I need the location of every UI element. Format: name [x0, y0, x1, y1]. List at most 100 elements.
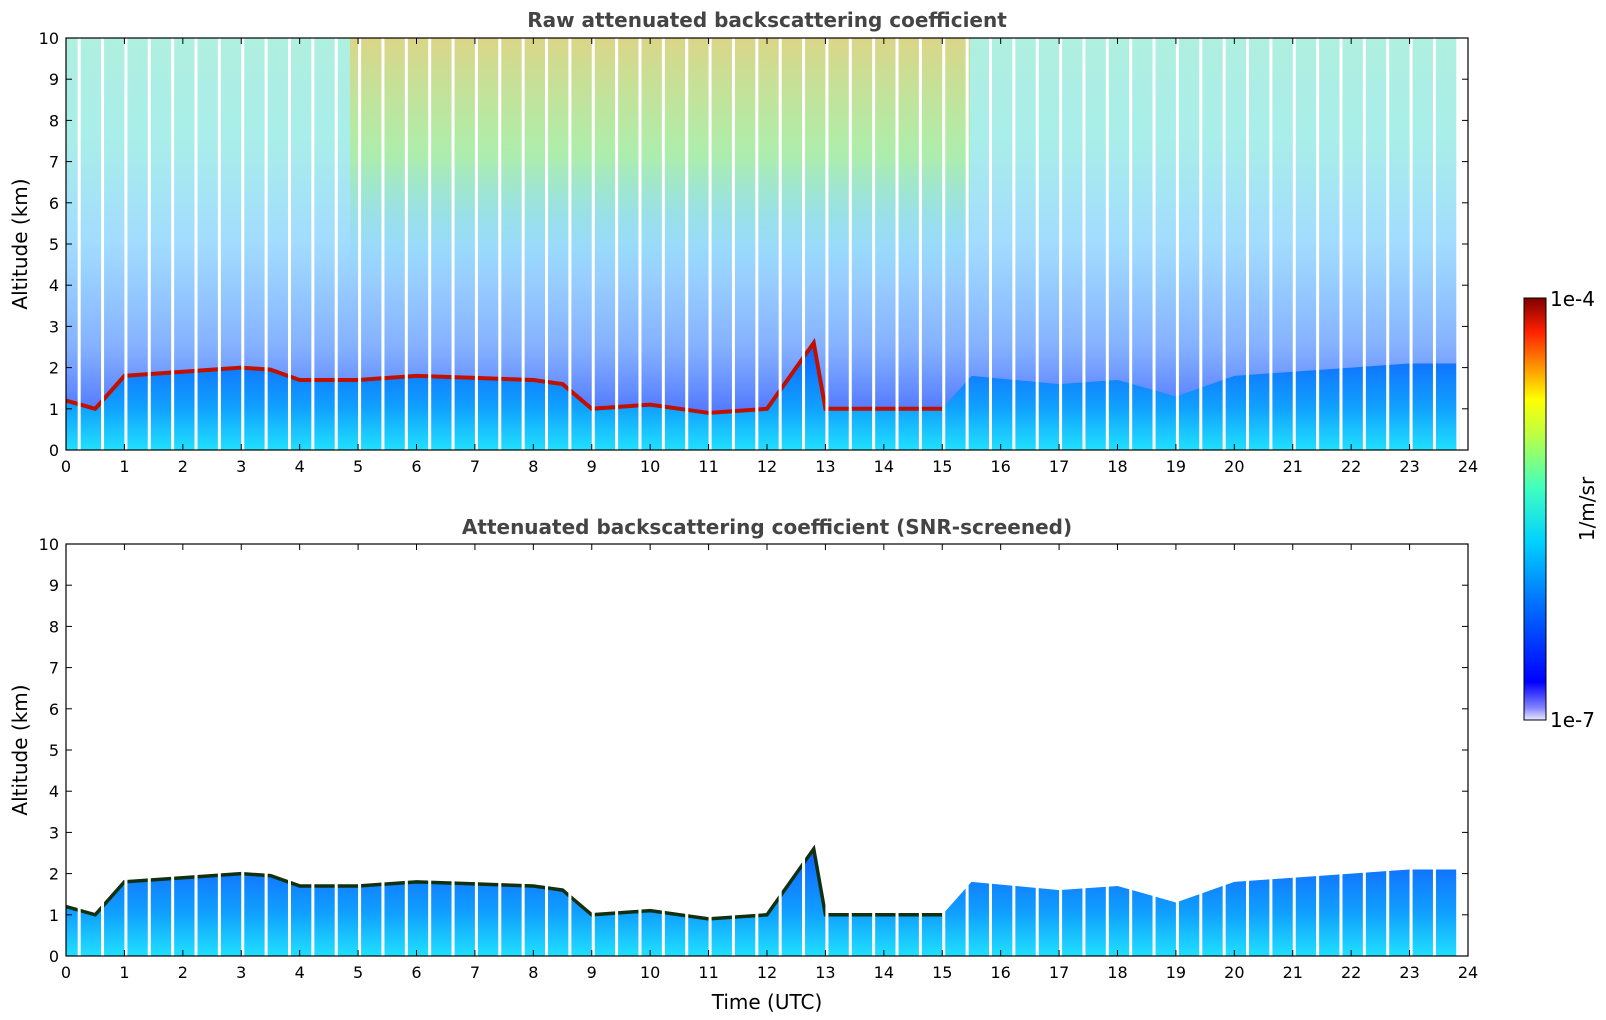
- data-gap-stripe: [428, 544, 432, 956]
- data-gap-stripe: [1222, 38, 1226, 450]
- panel2-x-ticks: 0 1 2 3 4 5 6 7 8 9 10 11 12 13 14 15 16 17 18 19 20 21 22 23 24: [61, 544, 1478, 982]
- panel2-ylabel: Altitude (km): [8, 684, 32, 815]
- x-tick-label: 23: [1399, 963, 1419, 982]
- data-gap-stripe: [615, 38, 619, 450]
- y-tick-label: 7: [49, 659, 59, 678]
- data-gap-stripe: [615, 544, 619, 956]
- data-gap-stripe: [1199, 38, 1203, 450]
- data-gap-stripe: [194, 544, 198, 956]
- data-gap-stripe: [194, 38, 198, 450]
- data-gap-stripe: [731, 38, 735, 450]
- x-tick-label: 19: [1166, 457, 1186, 476]
- y-tick-label: 1: [49, 906, 59, 925]
- y-tick-label: 10: [39, 29, 59, 48]
- x-tick-label: 5: [353, 963, 363, 982]
- colorbar-max-label: 1e-4: [1550, 287, 1595, 311]
- x-tick-label: 16: [990, 457, 1010, 476]
- x-tick-label: 11: [698, 457, 718, 476]
- data-gap-stripe: [1105, 544, 1109, 956]
- data-gap-stripe: [498, 544, 502, 956]
- data-gap-stripe: [451, 544, 455, 956]
- data-gap-stripe: [1269, 38, 1273, 450]
- data-gap-stripe: [77, 38, 81, 450]
- x-tick-label: 6: [411, 963, 421, 982]
- data-gap-stripe: [264, 38, 268, 450]
- x-tick-label: 13: [815, 457, 835, 476]
- data-gap-stripe: [124, 38, 128, 450]
- panel2-data-gaps: [77, 544, 1468, 956]
- raw-backscatter-panel: Raw attenuated backscattering coefficien…: [8, 8, 1478, 476]
- data-gap-stripe: [802, 38, 806, 450]
- panel2-xlabel: Time (UTC): [711, 990, 823, 1014]
- y-tick-label: 6: [49, 194, 59, 213]
- data-gap-stripe: [1269, 544, 1273, 956]
- data-gap-stripe: [825, 544, 829, 956]
- data-gap-stripe: [311, 544, 315, 956]
- data-gap-stripe: [1129, 544, 1133, 956]
- data-gap-stripe: [918, 544, 922, 956]
- data-gap-stripe: [241, 38, 245, 450]
- data-gap-stripe: [1292, 38, 1296, 450]
- data-gap-stripe: [708, 544, 712, 956]
- x-tick-label: 24: [1458, 457, 1478, 476]
- data-gap-stripe: [1386, 38, 1390, 450]
- data-gap-stripe: [1035, 544, 1039, 956]
- data-gap-stripe: [1362, 544, 1366, 956]
- data-gap-stripe: [171, 38, 175, 450]
- y-tick-label: 5: [49, 741, 59, 760]
- data-gap-stripe: [591, 544, 595, 956]
- data-gap-stripe: [1152, 544, 1156, 956]
- data-gap-stripe: [568, 544, 572, 956]
- panel1-x-ticks: 0 1 2 3 4 5 6 7 8 9 10 11 12 13 14 15 16 17 18 19 20 21 22 23 24: [61, 38, 1478, 476]
- panel2-heatmap: [66, 544, 1468, 956]
- data-gap-stripe: [101, 38, 105, 450]
- x-tick-label: 10: [640, 457, 660, 476]
- y-tick-label: 5: [49, 235, 59, 254]
- data-gap-stripe: [825, 38, 829, 450]
- x-tick-label: 8: [528, 457, 538, 476]
- data-gap-stripe: [778, 38, 782, 450]
- y-tick-label: 10: [39, 535, 59, 554]
- data-gap-stripe: [1339, 38, 1343, 450]
- data-gap-stripe: [1175, 544, 1179, 956]
- data-gap-stripe: [685, 544, 689, 956]
- x-tick-label: 18: [1107, 457, 1127, 476]
- x-tick-label: 15: [932, 457, 952, 476]
- x-tick-label: 11: [698, 963, 718, 982]
- data-gap-stripe: [474, 38, 478, 450]
- data-gap-stripe: [1012, 38, 1016, 450]
- data-gap-stripe: [521, 38, 525, 450]
- data-gap-stripe: [1316, 38, 1320, 450]
- x-tick-label: 16: [990, 963, 1010, 982]
- data-gap-stripe: [1175, 38, 1179, 450]
- colorbar-gradient: [1523, 297, 1547, 721]
- x-tick-label: 23: [1399, 457, 1419, 476]
- data-gap-stripe: [1059, 544, 1063, 956]
- x-tick-label: 12: [757, 457, 777, 476]
- x-tick-label: 21: [1283, 457, 1303, 476]
- x-tick-label: 14: [874, 457, 894, 476]
- data-gap-stripe: [1082, 38, 1086, 450]
- data-gap-stripe: [965, 544, 969, 956]
- data-gap-stripe: [381, 544, 385, 956]
- panel1-heatmap: [66, 38, 1468, 450]
- data-gap-stripe: [1082, 544, 1086, 956]
- data-gap-stripe: [872, 38, 876, 450]
- x-tick-label: 1: [119, 457, 129, 476]
- data-gap-stripe: [404, 38, 408, 450]
- y-tick-label: 8: [49, 617, 59, 636]
- data-gap-stripe: [872, 544, 876, 956]
- data-gap-stripe: [1339, 544, 1343, 956]
- x-tick-label: 5: [353, 457, 363, 476]
- data-gap-stripe: [1409, 544, 1413, 956]
- data-gap-stripe: [241, 544, 245, 956]
- y-tick-label: 6: [49, 700, 59, 719]
- data-gap-stripe: [1386, 544, 1390, 956]
- data-gap-stripe: [685, 38, 689, 450]
- y-tick-label: 0: [49, 947, 59, 966]
- data-gap-stripe: [474, 544, 478, 956]
- data-gap-stripe: [1012, 544, 1016, 956]
- data-gap-stripe: [124, 544, 128, 956]
- y-tick-label: 2: [49, 359, 59, 378]
- data-gap-stripe: [1292, 544, 1296, 956]
